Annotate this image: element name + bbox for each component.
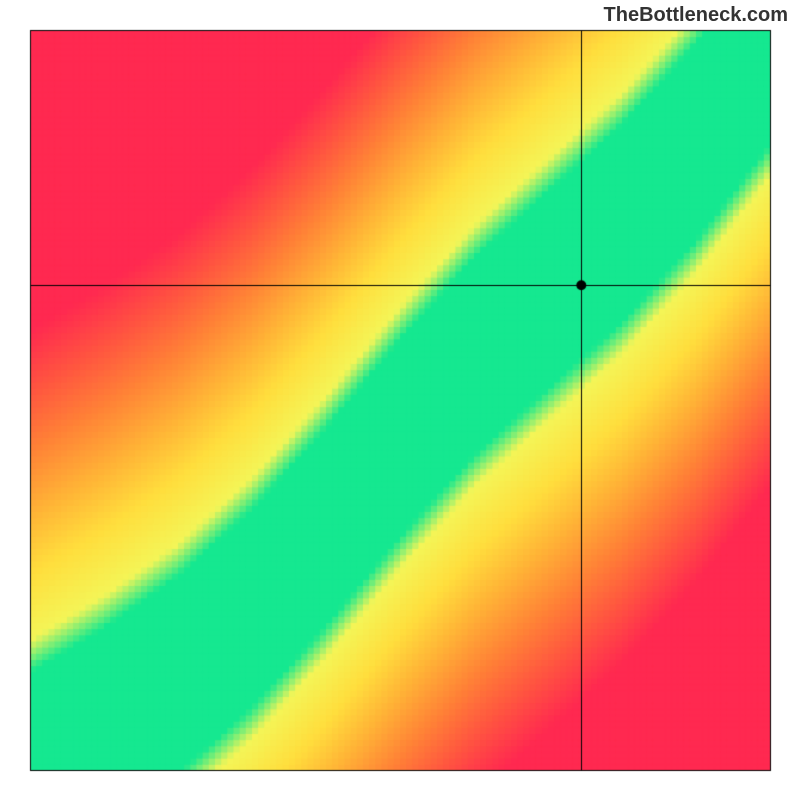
bottleneck-heatmap <box>0 0 800 800</box>
watermark-text: TheBottleneck.com <box>604 4 788 27</box>
